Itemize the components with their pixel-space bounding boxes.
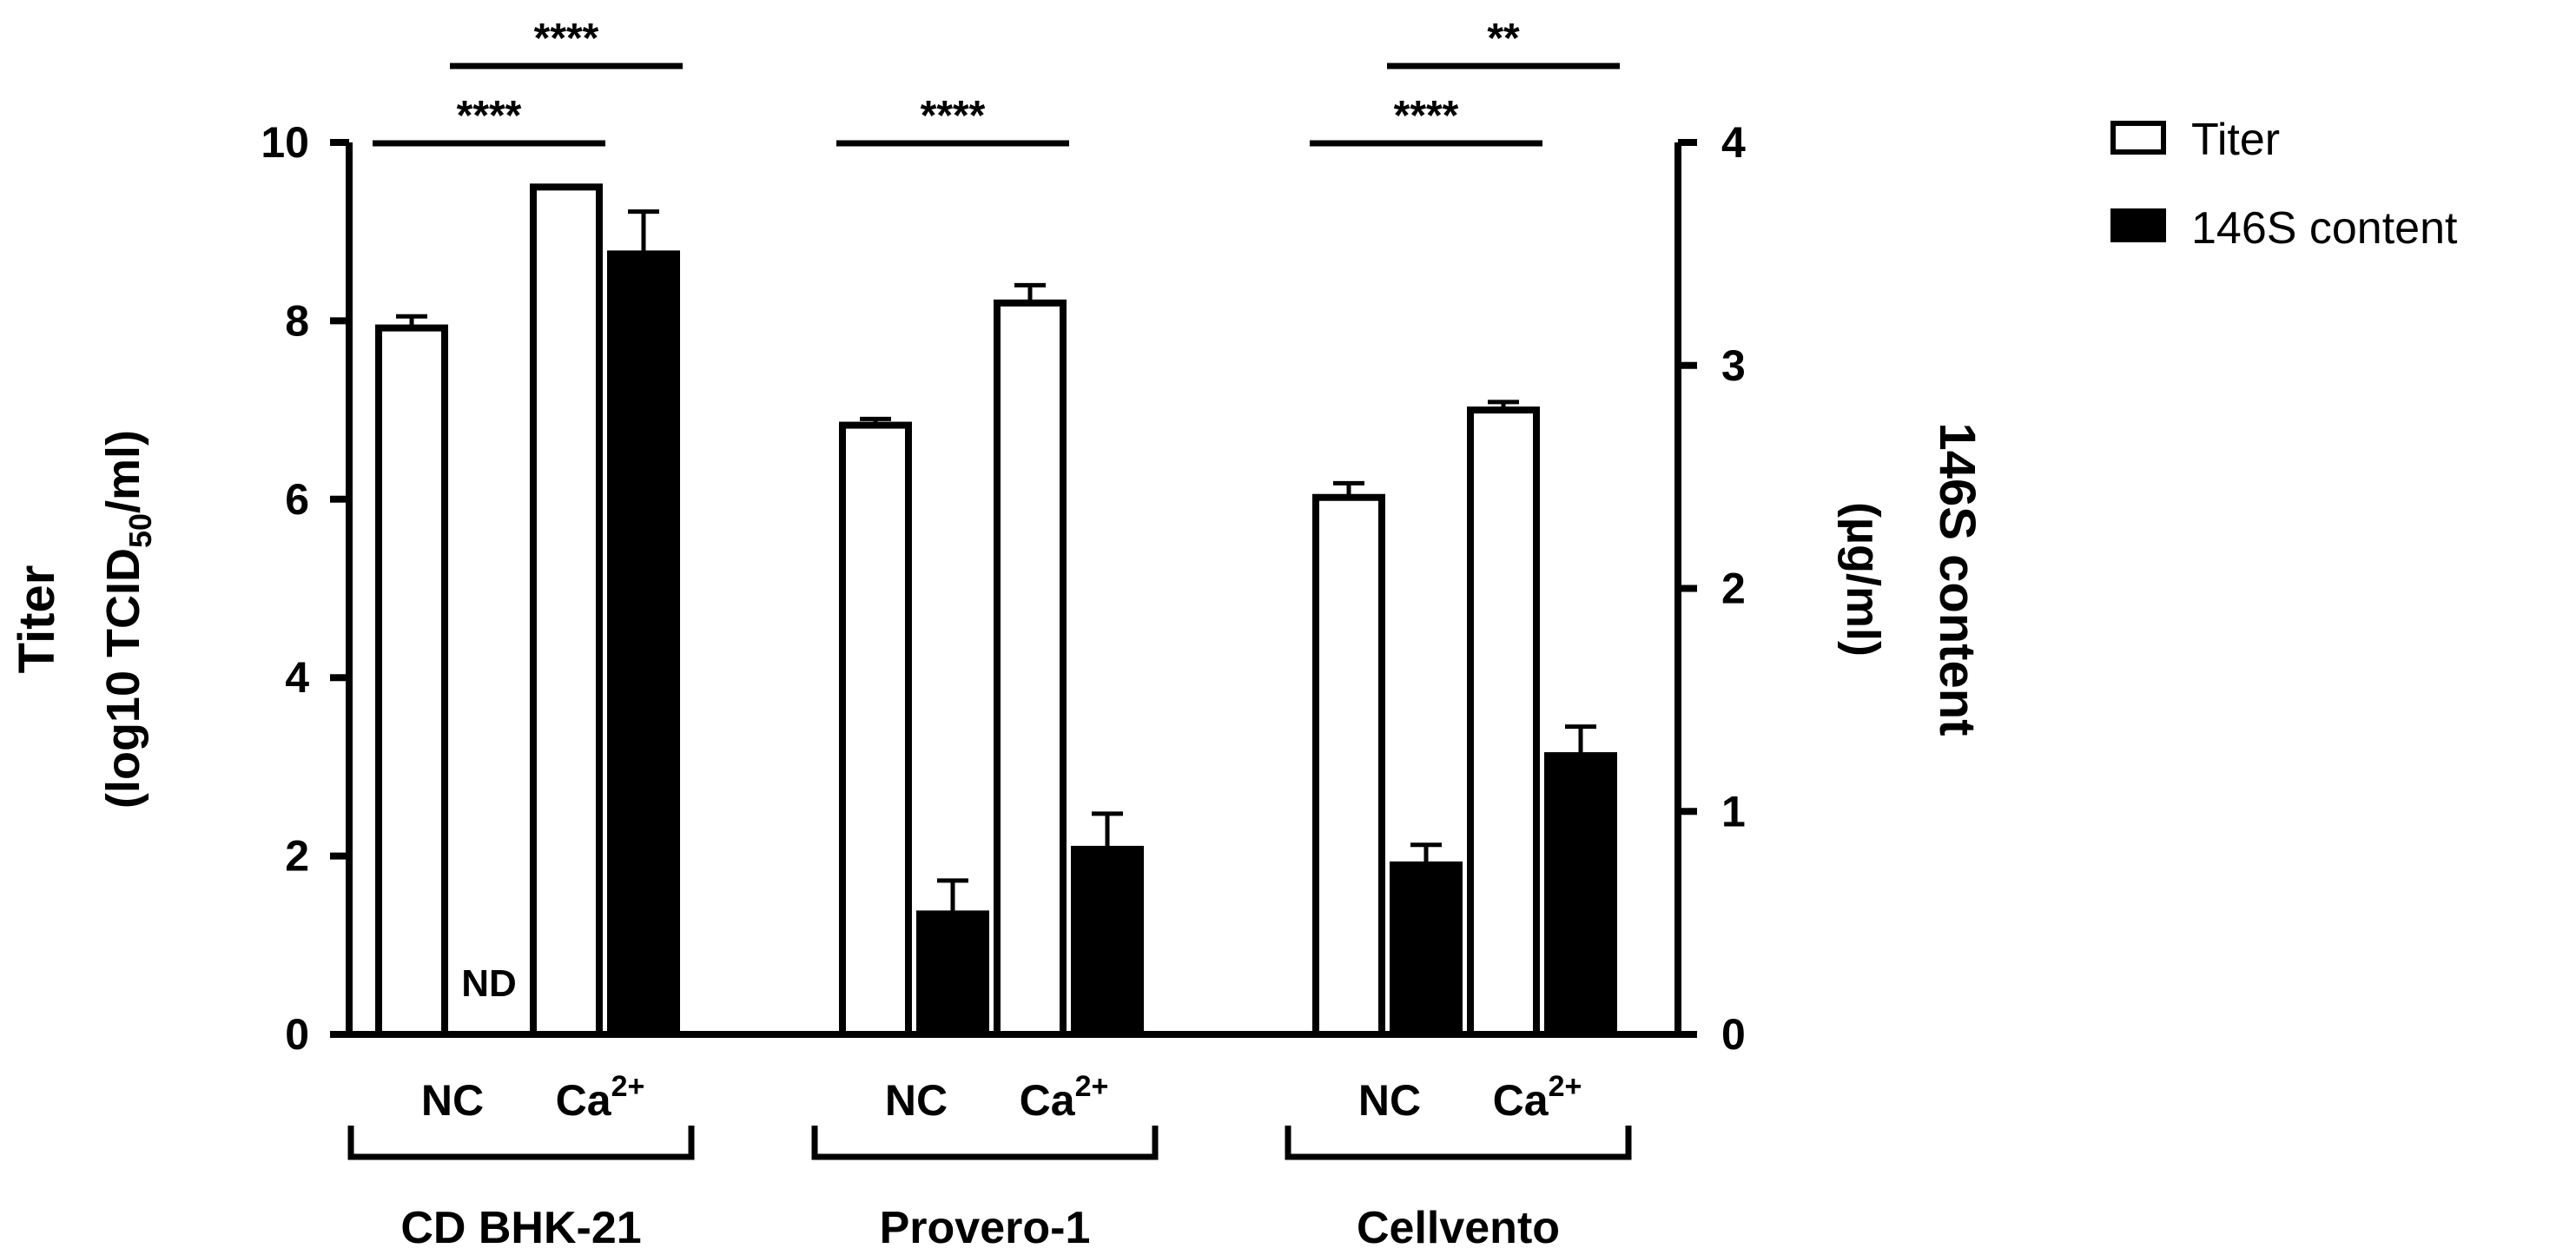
group-bracket <box>811 1126 1159 1160</box>
content-bar <box>1390 861 1463 1038</box>
legend-label-titer: Titer <box>2191 115 2280 165</box>
left-tick-label: 0 <box>285 1010 309 1059</box>
bars: ND <box>375 183 1617 1039</box>
condition-label-nc: NC <box>1358 1076 1421 1125</box>
left-tick-label: 2 <box>285 832 309 881</box>
condition-label-nc: NC <box>421 1076 484 1125</box>
group-label: Provero-1 <box>880 1203 1091 1253</box>
left-axis: 0 2 4 6 8 10 <box>261 118 353 1059</box>
right-tick-label: 4 <box>1721 118 1746 167</box>
right-tick-label: 3 <box>1721 341 1746 390</box>
significance-label: **** <box>921 93 986 139</box>
titer-bar <box>375 324 448 1038</box>
left-axis-title-line2: (log10 TCID50/ml) <box>97 430 158 809</box>
titer-bar <box>994 299 1067 1038</box>
legend-swatch-146s <box>2110 208 2166 242</box>
titer-bar <box>1467 406 1540 1039</box>
group-label: Cellvento <box>1357 1203 1560 1253</box>
condition-label-nc: NC <box>885 1076 948 1125</box>
group-label: CD BHK-21 <box>400 1203 641 1253</box>
nd-label: ND <box>461 962 517 1005</box>
x-axis-labels: NC Ca2+ CD BHK-21 NC Ca2+ Provero-1 NC Ca2+ Cell… <box>347 1070 1632 1253</box>
significance-label: **** <box>457 93 522 139</box>
right-tick-label: 0 <box>1721 1010 1746 1059</box>
content-bar <box>1544 752 1617 1038</box>
group-bracket <box>347 1126 695 1160</box>
group-bracket <box>1285 1126 1632 1160</box>
error-bars <box>396 209 1596 915</box>
left-tick-label: 6 <box>285 475 309 524</box>
left-tick-label: 4 <box>285 653 309 702</box>
right-tick-label: 1 <box>1721 787 1746 836</box>
left-axis-title-line1: Titer <box>9 565 65 674</box>
significance-label: ** <box>1487 16 1520 62</box>
content-bar <box>607 250 680 1038</box>
right-axis-title-line1: 146S content <box>1929 423 1985 736</box>
significance-markers: ************ ****** <box>373 16 1620 147</box>
content-bar <box>916 910 989 1038</box>
left-tick-label: 8 <box>285 296 309 345</box>
titer-bar <box>530 183 603 1039</box>
significance-label: **** <box>1394 93 1459 139</box>
condition-label-ca: Ca2+ <box>1020 1070 1109 1125</box>
significance-label: **** <box>534 16 599 62</box>
right-axis-title-line2: (µg/ml) <box>1837 502 1889 657</box>
condition-label-ca: Ca2+ <box>1493 1070 1582 1125</box>
right-tick-label: 2 <box>1721 565 1746 613</box>
legend-label-146s: 146S content <box>2191 203 2458 254</box>
titer-bar <box>839 421 912 1038</box>
content-bar <box>1071 845 1144 1039</box>
titer-bar <box>1312 493 1385 1038</box>
condition-label-ca: Ca2+ <box>556 1070 645 1125</box>
legend-swatch-titer <box>2110 121 2166 155</box>
right-axis: 0 1 2 3 4 <box>1674 118 1746 1059</box>
left-tick-label: 10 <box>261 118 309 167</box>
legend: Titer 146S content <box>2110 115 2458 254</box>
